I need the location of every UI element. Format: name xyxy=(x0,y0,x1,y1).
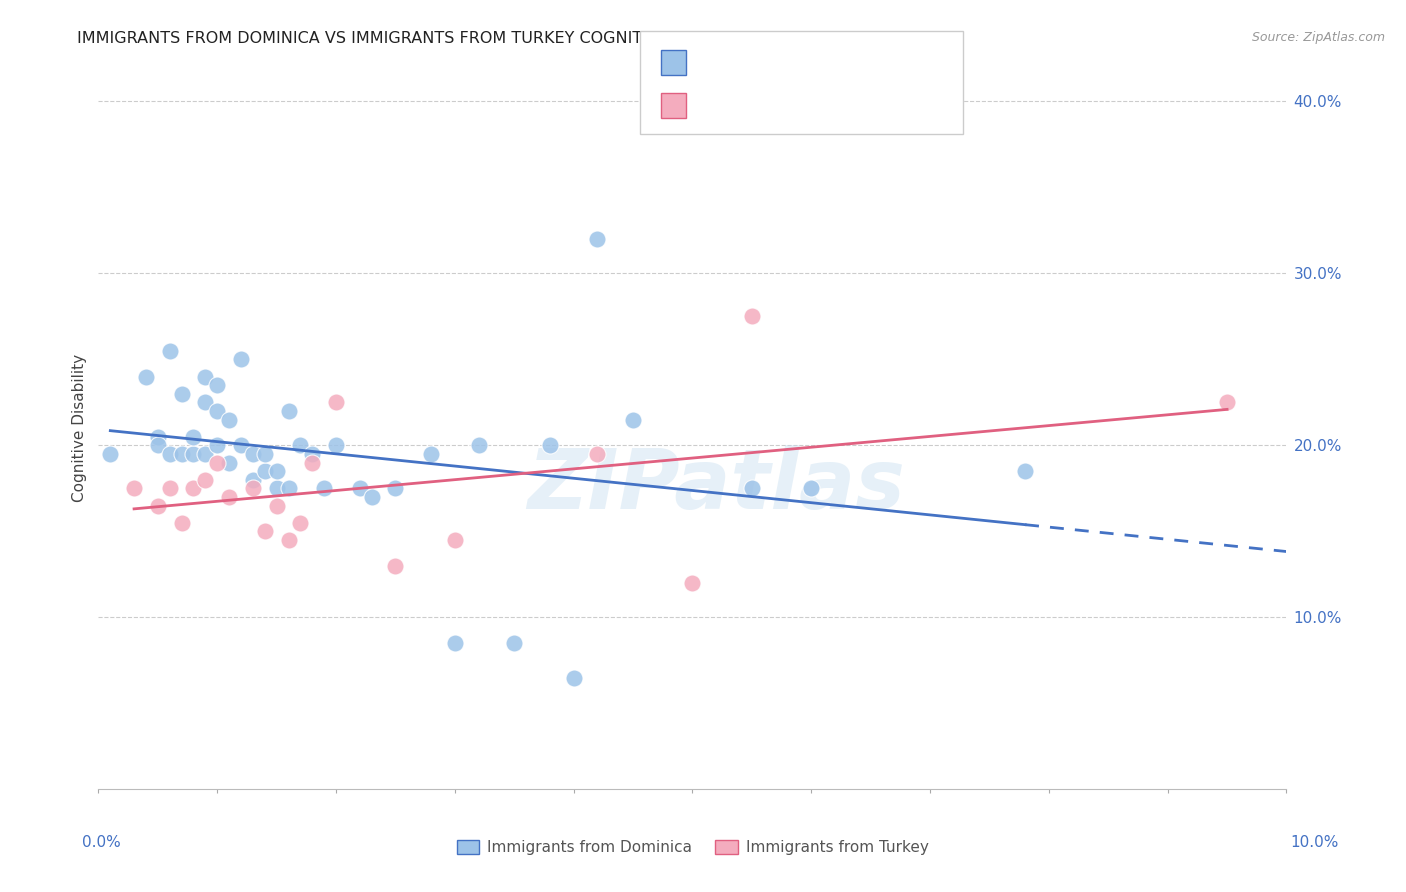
Point xyxy=(194,369,217,384)
Point xyxy=(586,232,609,246)
Point xyxy=(242,482,264,496)
Point xyxy=(159,482,181,496)
Text: R = 0.056: R = 0.056 xyxy=(700,54,776,70)
Point xyxy=(122,482,145,496)
Point xyxy=(146,499,169,513)
Point xyxy=(420,447,443,461)
Point xyxy=(218,490,240,504)
Point xyxy=(183,482,205,496)
Point xyxy=(360,490,382,504)
Text: N = 46: N = 46 xyxy=(844,54,901,70)
Y-axis label: Cognitive Disability: Cognitive Disability xyxy=(72,354,87,502)
Point xyxy=(266,482,288,496)
Point xyxy=(314,482,336,496)
Point xyxy=(146,430,169,444)
Point xyxy=(242,447,264,461)
Point xyxy=(194,447,217,461)
Point xyxy=(800,482,823,496)
Point xyxy=(205,404,228,418)
Text: 10.0%: 10.0% xyxy=(1291,836,1339,850)
Point xyxy=(266,464,288,478)
Point xyxy=(741,310,763,324)
Point xyxy=(159,447,181,461)
Legend: Immigrants from Dominica, Immigrants from Turkey: Immigrants from Dominica, Immigrants fro… xyxy=(450,834,935,862)
Point xyxy=(229,438,252,452)
Point xyxy=(170,386,193,401)
Point xyxy=(443,533,465,547)
Point xyxy=(503,636,526,650)
Text: IMMIGRANTS FROM DOMINICA VS IMMIGRANTS FROM TURKEY COGNITIVE DISABILITY CORRELAT: IMMIGRANTS FROM DOMINICA VS IMMIGRANTS F… xyxy=(77,31,939,46)
Point xyxy=(301,447,323,461)
Point xyxy=(135,369,157,384)
Point xyxy=(183,430,205,444)
Point xyxy=(325,438,347,452)
Point xyxy=(194,473,217,487)
Text: R = 0.438: R = 0.438 xyxy=(700,97,776,112)
Point xyxy=(467,438,489,452)
Text: ZIPatlas: ZIPatlas xyxy=(527,445,905,526)
Point xyxy=(621,412,644,426)
Point xyxy=(1216,395,1239,409)
Point xyxy=(349,482,371,496)
Point xyxy=(443,636,465,650)
Point xyxy=(277,404,299,418)
Point xyxy=(253,447,276,461)
Text: 0.0%: 0.0% xyxy=(82,836,121,850)
Point xyxy=(384,558,406,573)
Point xyxy=(741,482,763,496)
Point xyxy=(205,456,228,470)
Point xyxy=(681,576,703,591)
Point xyxy=(253,464,276,478)
Text: N = 21: N = 21 xyxy=(844,97,901,112)
Point xyxy=(146,438,169,452)
Point xyxy=(159,343,181,358)
Point xyxy=(266,499,288,513)
Point xyxy=(218,412,240,426)
Point xyxy=(384,482,406,496)
Point xyxy=(205,438,228,452)
Point xyxy=(290,516,312,530)
Point xyxy=(538,438,561,452)
Point xyxy=(242,473,264,487)
Point xyxy=(194,395,217,409)
Point xyxy=(1014,464,1036,478)
Point xyxy=(253,524,276,539)
Point xyxy=(301,456,323,470)
Text: Source: ZipAtlas.com: Source: ZipAtlas.com xyxy=(1251,31,1385,45)
Point xyxy=(229,352,252,367)
Point xyxy=(562,671,585,685)
Point xyxy=(325,395,347,409)
Point xyxy=(170,447,193,461)
Point xyxy=(218,456,240,470)
Point xyxy=(205,378,228,392)
Point xyxy=(277,482,299,496)
Point xyxy=(290,438,312,452)
Point xyxy=(183,447,205,461)
Point xyxy=(277,533,299,547)
Point xyxy=(586,447,609,461)
Point xyxy=(170,516,193,530)
Point xyxy=(98,447,121,461)
